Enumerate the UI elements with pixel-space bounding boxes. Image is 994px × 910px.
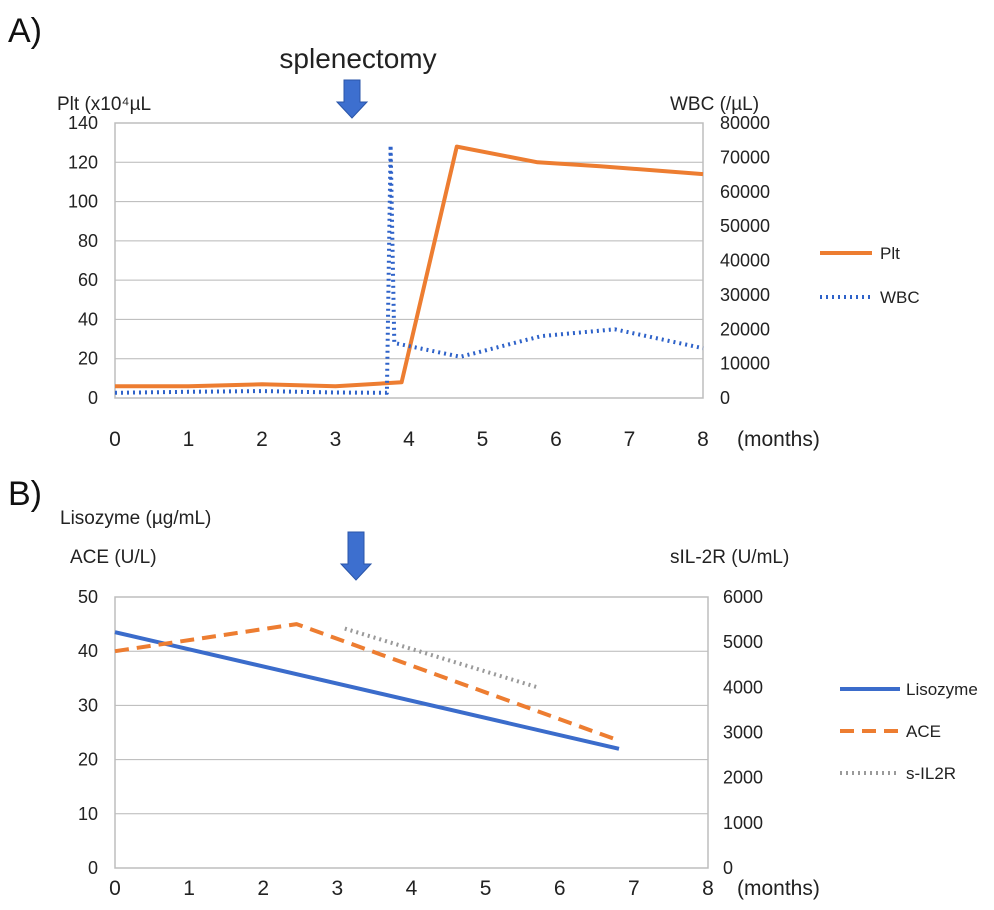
y-right-tick-label: 40000 [720, 251, 770, 271]
series-line-lisozyme [114, 630, 620, 751]
y-right-tick-label: 0 [720, 388, 730, 408]
legend-label: ACE [906, 722, 941, 741]
x-tick-label: 6 [554, 877, 566, 900]
y-right-tick-label: 1000 [723, 813, 763, 833]
y-left-tick-label: 10 [78, 804, 98, 824]
y-left-tick-label: 100 [68, 192, 98, 212]
panel-label: A) [8, 12, 42, 50]
legend-label: s-IL2R [906, 764, 956, 783]
y-left-tick-label: 30 [78, 695, 98, 715]
y-left-tick-label: 60 [78, 270, 98, 290]
y-right-tick-label: 20000 [720, 319, 770, 339]
y-right-tick-label: 5000 [723, 632, 763, 652]
x-tick-label: 2 [256, 428, 268, 451]
splenectomy-arrow-icon [335, 79, 369, 119]
series-line-plt [115, 144, 704, 389]
y-right-tick-label: 50000 [720, 216, 770, 236]
y-axis-left-label: Plt (x10⁴µL [57, 94, 151, 115]
x-axis-label: (months) [737, 877, 820, 900]
panel-label: B) [8, 475, 42, 513]
x-tick-label: 2 [257, 877, 269, 900]
x-tick-label: 1 [183, 428, 195, 451]
y-right-tick-label: 3000 [723, 723, 763, 743]
x-tick-label: 0 [109, 428, 121, 451]
y-left-tick-label: 80 [78, 231, 98, 251]
x-axis-label: (months) [737, 428, 820, 451]
y-left-tick-label: 140 [68, 113, 98, 133]
y-left-tick-label: 40 [78, 309, 98, 329]
plot-frame [114, 122, 704, 399]
y-right-tick-label: 60000 [720, 182, 770, 202]
x-tick-label: 7 [628, 877, 640, 900]
legend-label: Plt [880, 244, 900, 263]
x-tick-label: 5 [477, 428, 489, 451]
y-axis-left-label-line1: Lisozyme (µg/mL) [60, 508, 211, 529]
x-tick-label: 3 [332, 877, 344, 900]
y-axis-left-label-line2: ACE (U/L) [70, 547, 157, 568]
y-right-tick-label: 0 [723, 858, 733, 878]
y-left-tick-label: 50 [78, 587, 98, 607]
y-axis-right-label: sIL-2R (U/mL) [670, 547, 789, 568]
legend-label: WBC [880, 288, 920, 307]
y-axis-right-label: WBC (/µL) [670, 94, 759, 115]
x-tick-label: 6 [550, 428, 562, 451]
y-right-tick-label: 4000 [723, 677, 763, 697]
y-right-tick-label: 2000 [723, 768, 763, 788]
x-tick-label: 7 [624, 428, 636, 451]
y-left-tick-label: 0 [88, 388, 98, 408]
series-line-ace [114, 622, 620, 743]
splenectomy-arrow-icon [339, 531, 373, 581]
y-left-tick-label: 20 [78, 349, 98, 369]
y-right-tick-label: 70000 [720, 147, 770, 167]
x-tick-label: 4 [406, 877, 418, 900]
y-left-tick-label: 0 [88, 858, 98, 878]
plot-frame [114, 596, 709, 869]
y-left-tick-label: 120 [68, 152, 98, 172]
panel-b-chart: B) Lisozyme (µg/mL) ACE (U/L) sIL-2R (U/mL)… [8, 475, 978, 900]
y-right-tick-label: 30000 [720, 285, 770, 305]
y-right-tick-label: 80000 [720, 113, 770, 133]
y-right-tick-label: 10000 [720, 354, 770, 374]
legend-label: Lisozyme [906, 680, 978, 699]
x-tick-label: 0 [109, 877, 121, 900]
x-tick-label: 5 [480, 877, 492, 900]
x-tick-label: 3 [330, 428, 342, 451]
y-left-tick-label: 20 [78, 750, 98, 770]
x-tick-label: 4 [403, 428, 415, 451]
x-tick-label: 1 [183, 877, 195, 900]
x-tick-label: 8 [702, 877, 714, 900]
y-left-tick-label: 40 [78, 641, 98, 661]
y-right-tick-label: 6000 [723, 587, 763, 607]
chart-title: splenectomy [279, 43, 436, 74]
series-line-s-il2r [344, 626, 539, 690]
x-tick-label: 8 [697, 428, 709, 451]
